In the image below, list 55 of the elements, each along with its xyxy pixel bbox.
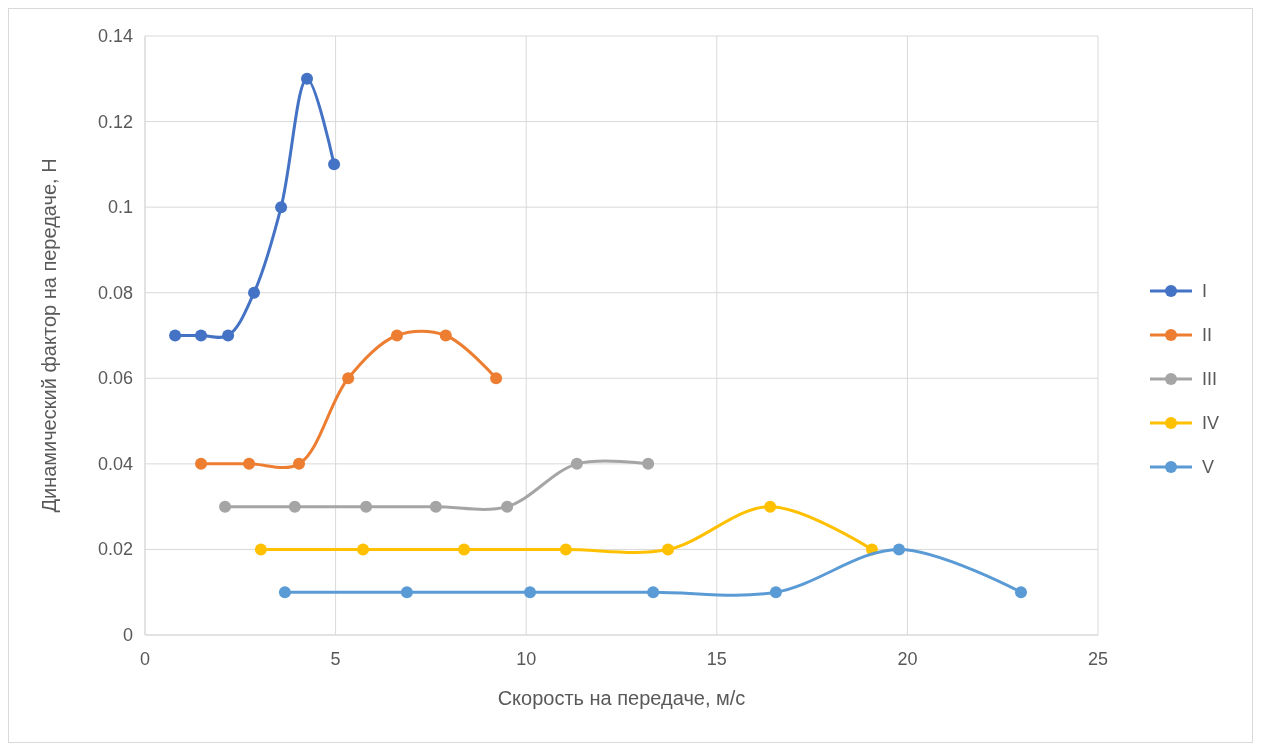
y-tick-label: 0.12 (97, 111, 133, 132)
point (328, 158, 341, 171)
x-tick-label: 0 (139, 649, 151, 669)
legend-label: II (1202, 325, 1213, 345)
legend-label: III (1202, 369, 1218, 389)
point (764, 500, 777, 513)
point (559, 543, 572, 556)
point (357, 543, 370, 556)
y-tick-label: 0.04 (97, 453, 133, 474)
x-tick-label: 20 (897, 649, 918, 669)
point (243, 457, 256, 470)
point (195, 329, 208, 342)
point (893, 543, 906, 556)
point (769, 586, 782, 599)
point (458, 543, 471, 556)
point (429, 500, 442, 513)
y-tick-label: 0.14 (97, 26, 133, 46)
point (222, 329, 235, 342)
y-tick-label: 0.1 (107, 197, 133, 218)
x-tick-label: 10 (516, 649, 537, 669)
x-tick-label: 15 (706, 649, 727, 669)
point (400, 586, 413, 599)
legend-label: V (1202, 457, 1215, 477)
x-tick-label: 5 (330, 649, 341, 669)
point (570, 457, 583, 470)
point (288, 500, 301, 513)
point (1015, 586, 1027, 599)
point (501, 500, 514, 513)
point (254, 543, 267, 556)
point (390, 329, 403, 342)
x-tick-label: 25 (1087, 649, 1109, 669)
y-tick-label: 0 (122, 625, 133, 645)
point (293, 457, 306, 470)
point (342, 372, 355, 385)
point (301, 72, 314, 85)
point (647, 586, 660, 599)
y-axis-title: Динамический фактор на передаче, Н (38, 158, 60, 513)
point (275, 201, 288, 214)
y-tick-label: 0.06 (97, 368, 133, 389)
point (169, 329, 182, 342)
legend-label: I (1202, 281, 1208, 301)
point (195, 457, 208, 470)
y-tick-label: 0.08 (97, 282, 133, 303)
point (662, 543, 675, 556)
point (642, 457, 655, 470)
point (439, 329, 452, 342)
point (248, 286, 261, 299)
point (490, 372, 503, 385)
legend-label: IV (1202, 413, 1220, 433)
y-tick-label: 0.02 (97, 539, 133, 560)
point (278, 586, 291, 599)
point (219, 500, 232, 513)
x-axis-title: Скорость на передаче, м/с (497, 687, 746, 709)
point (524, 586, 537, 599)
point (360, 500, 373, 513)
